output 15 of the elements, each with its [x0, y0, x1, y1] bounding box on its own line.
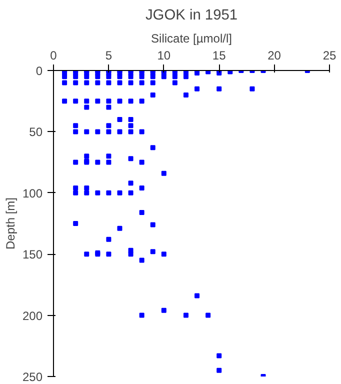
y-tick-label: 150	[22, 248, 43, 262]
y-axis-title: Depth [m]	[3, 197, 18, 250]
x-tick-label: 10	[157, 48, 171, 62]
chart-title: JGOK in 1951	[145, 8, 238, 24]
x-tick-label: 0	[50, 48, 58, 62]
x-axis-title: Silicate [µmol/l]	[151, 32, 232, 46]
y-tick-label: 50	[29, 125, 43, 140]
y-tick-label: 0	[36, 64, 43, 78]
y-tick-label: 200	[22, 308, 43, 323]
x-tick-label: 25	[322, 48, 336, 62]
x-tick-label: 5	[105, 48, 112, 62]
x-tick-label: 15	[212, 48, 226, 62]
y-tick-label: 250	[22, 370, 43, 384]
y-tick-label: 100	[22, 186, 43, 200]
x-tick-label: 20	[268, 48, 282, 62]
